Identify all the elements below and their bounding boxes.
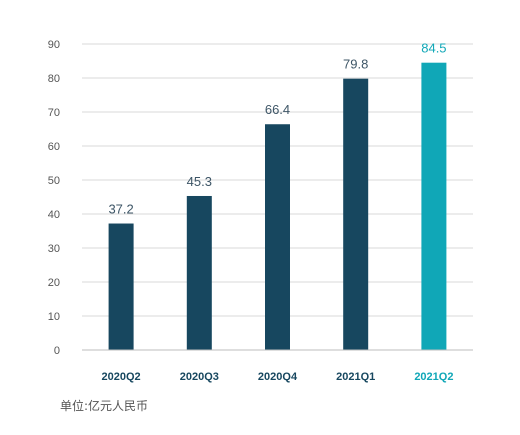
- data-label: 79.8: [343, 57, 368, 72]
- data-label: 37.2: [108, 202, 133, 217]
- data-label: 84.5: [421, 41, 446, 56]
- y-tick-label: 20: [48, 277, 60, 289]
- x-tick-label: 2021Q1: [336, 371, 375, 383]
- bar: [108, 223, 134, 350]
- y-tick-label: 80: [48, 73, 60, 85]
- x-tick-label: 2020Q4: [258, 371, 298, 383]
- x-tick-label: 2020Q3: [180, 371, 219, 383]
- x-tick-label: 2020Q2: [102, 371, 141, 383]
- x-tick-label: 2021Q2: [414, 371, 453, 383]
- y-tick-label: 60: [48, 141, 60, 153]
- data-label: 66.4: [265, 102, 290, 117]
- y-tick-label: 40: [48, 209, 60, 221]
- y-tick-label: 10: [48, 311, 60, 323]
- y-tick-label: 30: [48, 243, 60, 255]
- bar: [421, 62, 447, 350]
- y-tick-label: 70: [48, 107, 60, 119]
- unit-note: 单位:亿元人民币: [60, 399, 149, 413]
- y-tick-label: 90: [48, 39, 60, 51]
- bar: [265, 124, 290, 351]
- y-tick-label: 0: [54, 345, 60, 357]
- y-tick-label: 50: [48, 175, 60, 187]
- bar: [186, 195, 212, 350]
- data-label: 45.3: [187, 174, 212, 189]
- bar: [343, 78, 369, 351]
